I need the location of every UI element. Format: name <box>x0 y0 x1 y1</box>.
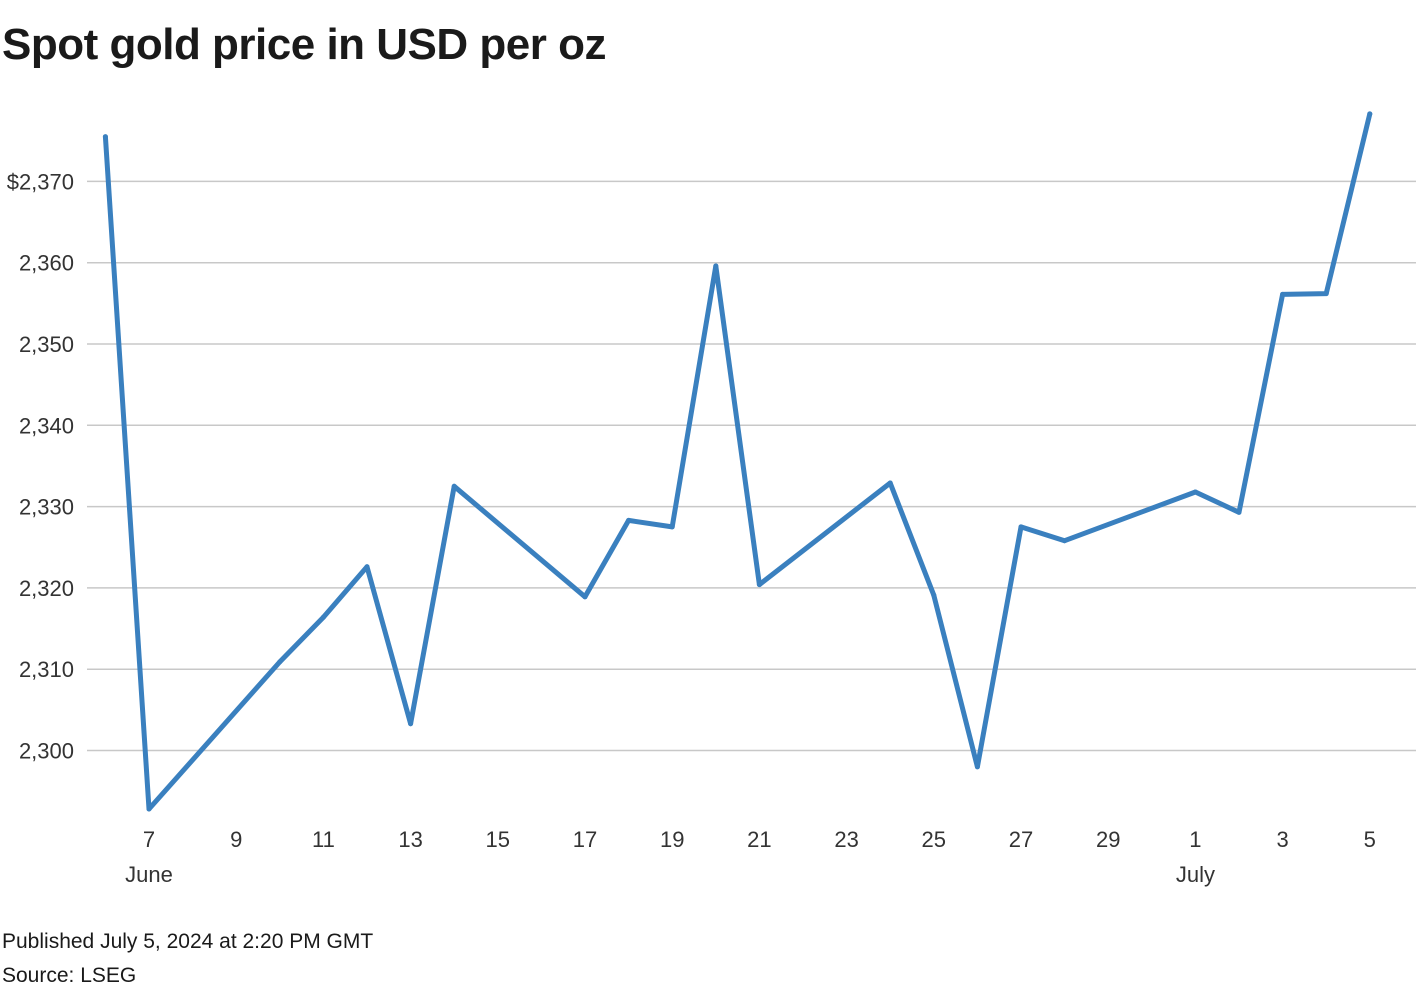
gridlines <box>87 180 1416 752</box>
data-point <box>1323 291 1329 297</box>
source-note: Source: LSEG <box>2 964 137 987</box>
x-month-label: July <box>1176 862 1215 887</box>
data-point <box>1062 538 1068 544</box>
data-point <box>102 134 108 140</box>
x-tick-label: 3 <box>1276 827 1288 852</box>
data-point <box>146 806 152 812</box>
x-tick-label: 23 <box>834 827 858 852</box>
data-point <box>887 480 893 486</box>
x-axis-ticks: 7 June 9 11 13 15 17 19 21 23 25 27 29 1 July 3 5 <box>125 827 1376 887</box>
published-note: Published July 5, 2024 at 2:20 PM GMT <box>2 930 374 953</box>
y-tick-label: 2,330 <box>19 495 74 520</box>
data-point <box>451 483 457 489</box>
x-tick-label: 21 <box>747 827 771 852</box>
data-point <box>364 564 370 570</box>
x-tick-label: 25 <box>922 827 946 852</box>
x-tick-label: 11 <box>312 827 335 852</box>
y-tick-label: $2,370 <box>7 169 74 194</box>
y-tick-label: 2,350 <box>19 332 74 357</box>
x-tick-label: 5 <box>1364 827 1376 852</box>
data-point <box>1236 509 1242 515</box>
series-group <box>102 111 1373 812</box>
y-tick-label: 2,360 <box>19 251 74 276</box>
data-point <box>974 764 980 770</box>
data-point <box>1280 291 1286 297</box>
x-tick-label: 13 <box>398 827 422 852</box>
data-point <box>582 594 588 600</box>
data-point <box>408 721 414 727</box>
x-tick-label: 9 <box>230 827 242 852</box>
x-tick-label: 1 <box>1189 827 1201 852</box>
chart-title: Spot gold price in USD per oz <box>2 20 606 69</box>
x-tick-label: 27 <box>1009 827 1033 852</box>
x-tick-label: 15 <box>486 827 510 852</box>
data-point <box>1367 111 1373 117</box>
y-tick-label: 2,300 <box>19 739 74 764</box>
data-point <box>931 592 937 598</box>
x-tick-label: 7 <box>143 827 155 852</box>
y-tick-label: 2,320 <box>19 576 74 601</box>
data-point <box>1018 524 1024 530</box>
data-point <box>756 582 762 588</box>
x-month-label: June <box>125 862 173 887</box>
line-chart: 2,300 2,310 2,320 2,330 2,340 2,350 2,360 $2,37… <box>7 111 1416 887</box>
data-point <box>320 614 326 620</box>
y-axis-ticks: 2,300 2,310 2,320 2,330 2,340 2,350 2,360 $2,37… <box>7 169 74 763</box>
data-point <box>713 263 719 269</box>
y-tick-label: 2,310 <box>19 657 74 682</box>
y-tick-label: 2,340 <box>19 413 74 438</box>
data-point <box>277 659 283 665</box>
data-point <box>626 517 632 523</box>
x-tick-label: 19 <box>660 827 684 852</box>
series-line <box>102 111 1373 812</box>
data-point <box>1192 489 1198 495</box>
x-tick-label: 29 <box>1096 827 1120 852</box>
x-tick-label: 17 <box>573 827 597 852</box>
data-point <box>669 524 675 530</box>
